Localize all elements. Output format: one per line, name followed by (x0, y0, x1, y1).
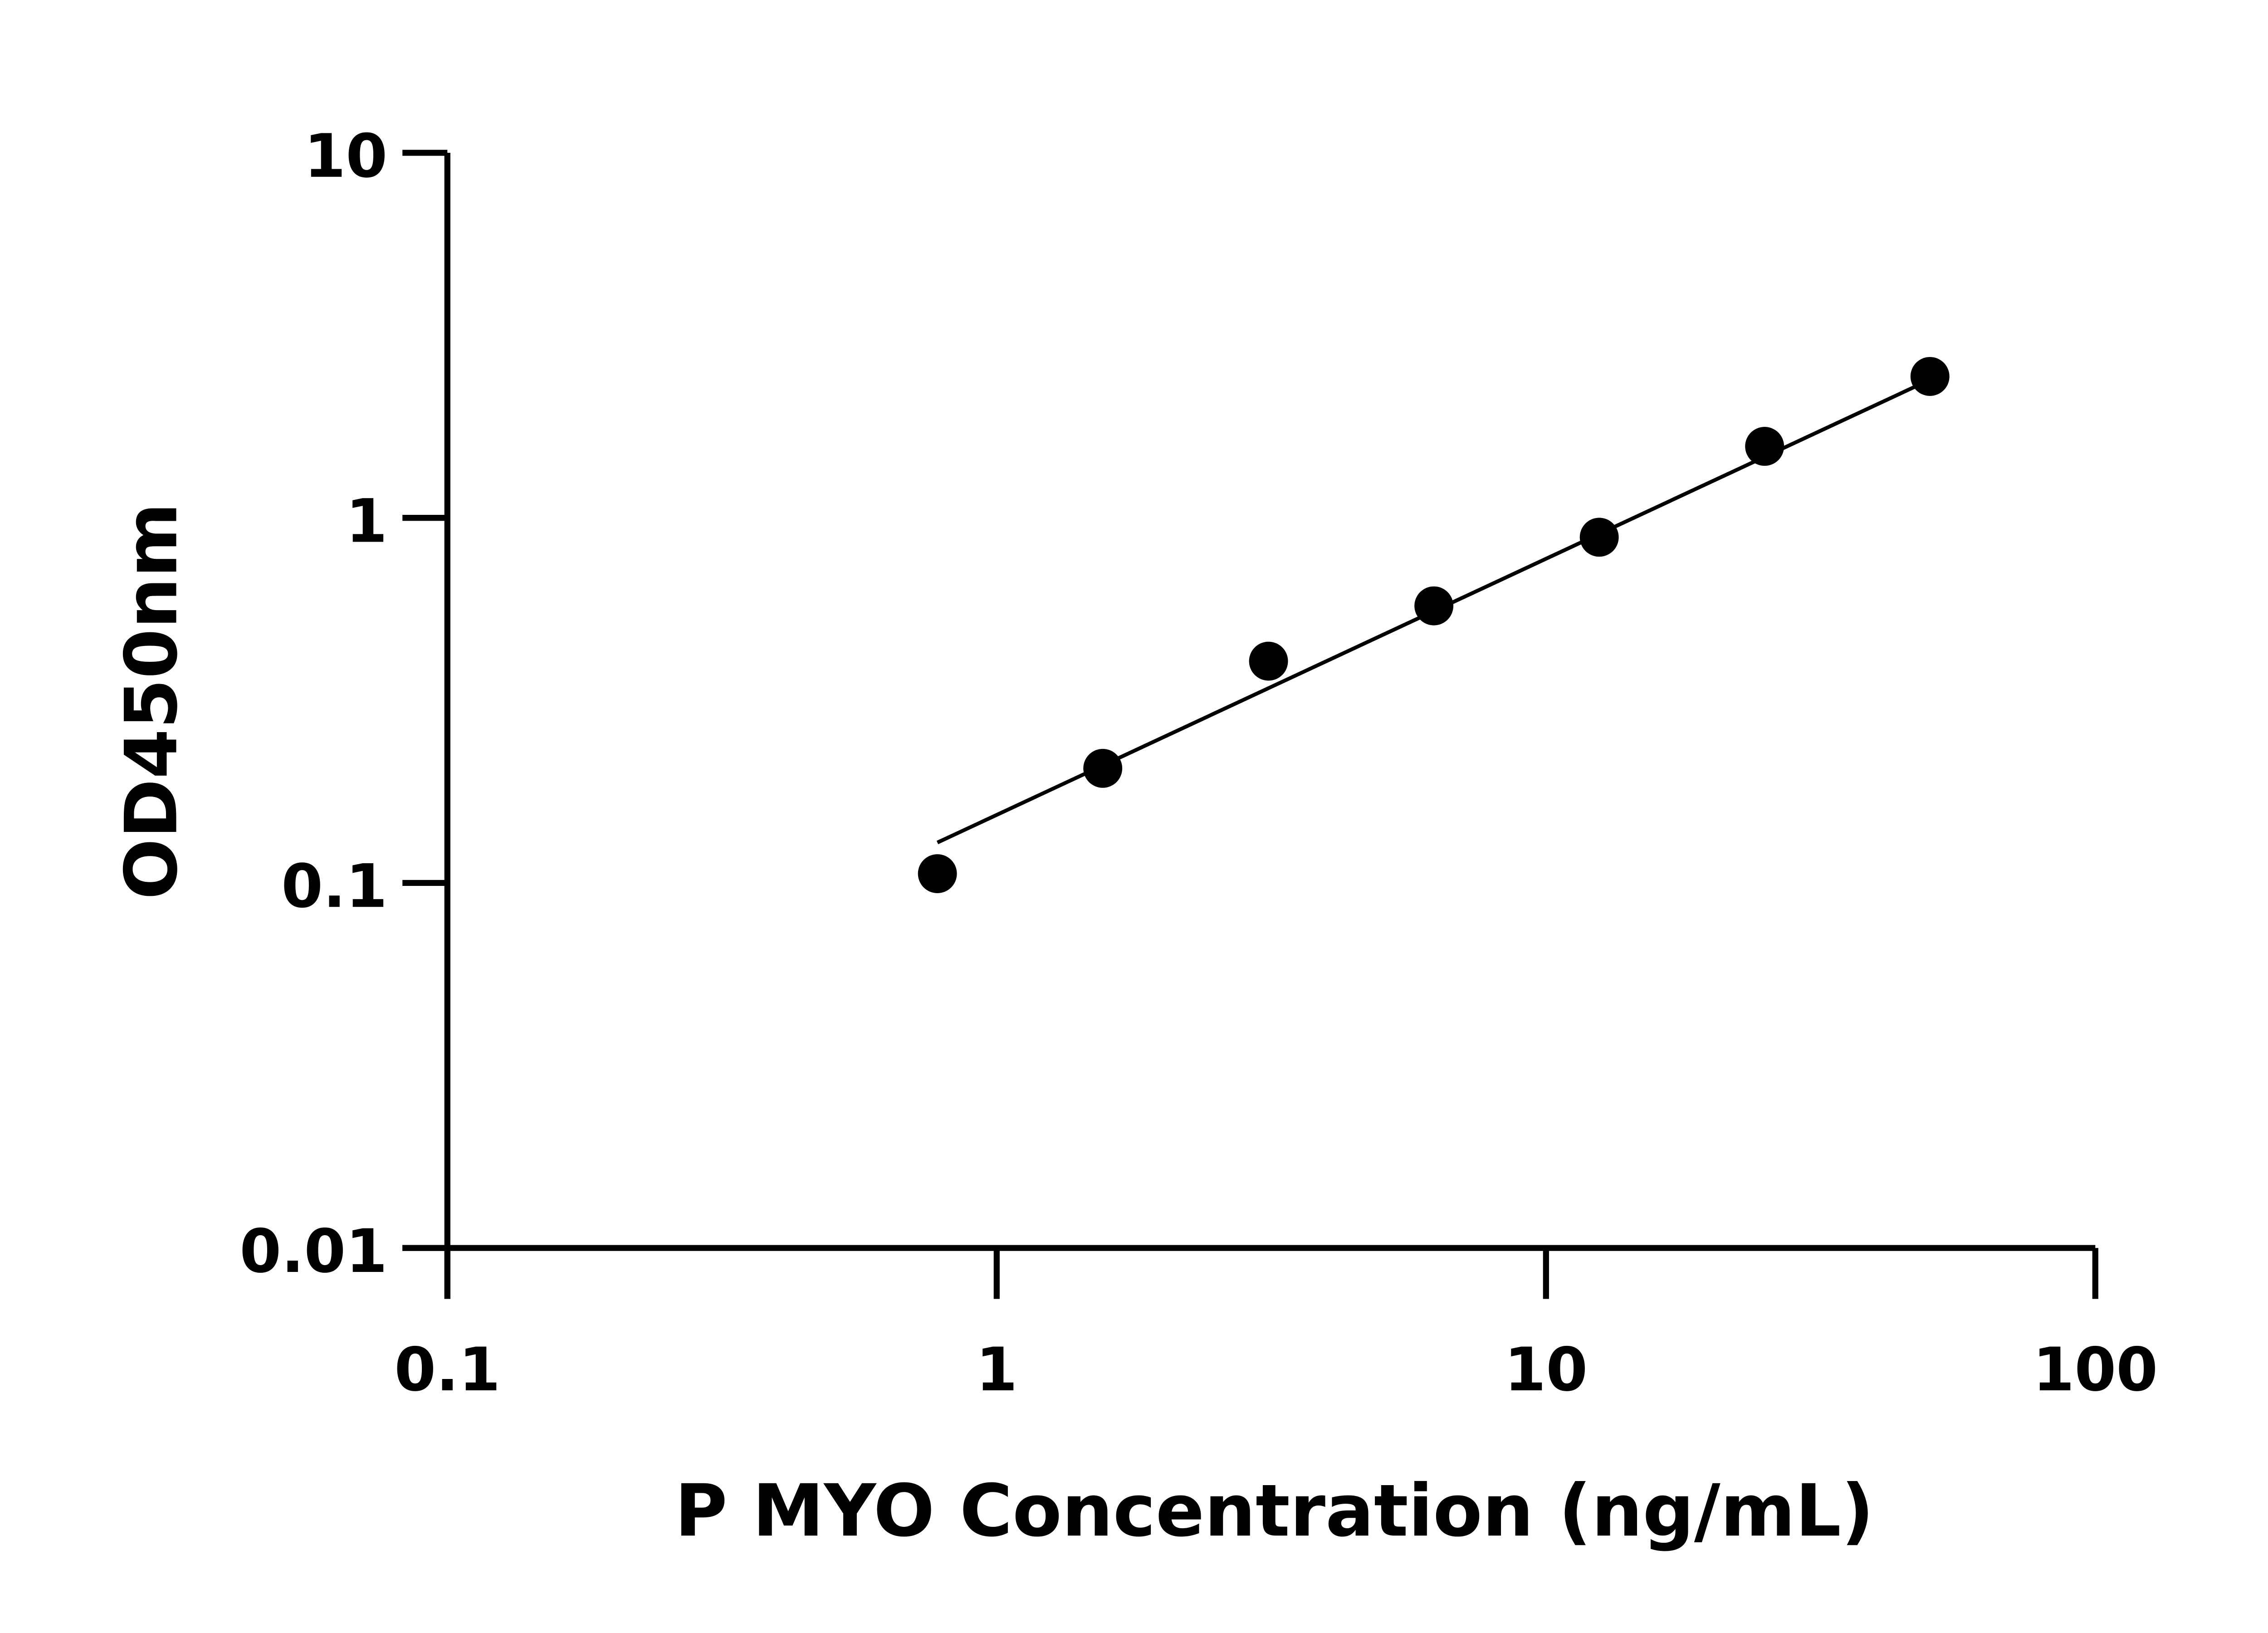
x-tick-label: 10 (1504, 1335, 1588, 1405)
y-axis-label: OD450nm (110, 503, 193, 900)
data-point (1083, 748, 1123, 788)
y-tick-label: 10 (304, 122, 387, 191)
data-point (1579, 518, 1619, 557)
data-point (918, 854, 957, 893)
data-point (1249, 641, 1288, 681)
x-tick-label: 1 (976, 1335, 1017, 1405)
x-axis-label: P MYO Concentration (ng/mL) (675, 1469, 1874, 1553)
x-tick-label: 0.1 (394, 1335, 500, 1405)
y-tick-label: 1 (346, 486, 387, 556)
data-point (1414, 586, 1454, 626)
y-tick-label: 0.01 (240, 1217, 387, 1286)
data-point (1745, 427, 1784, 466)
y-tick-label: 0.1 (281, 851, 387, 921)
data-points (918, 357, 1950, 893)
data-point (1910, 357, 1950, 396)
x-tick-label: 100 (2033, 1335, 2158, 1405)
